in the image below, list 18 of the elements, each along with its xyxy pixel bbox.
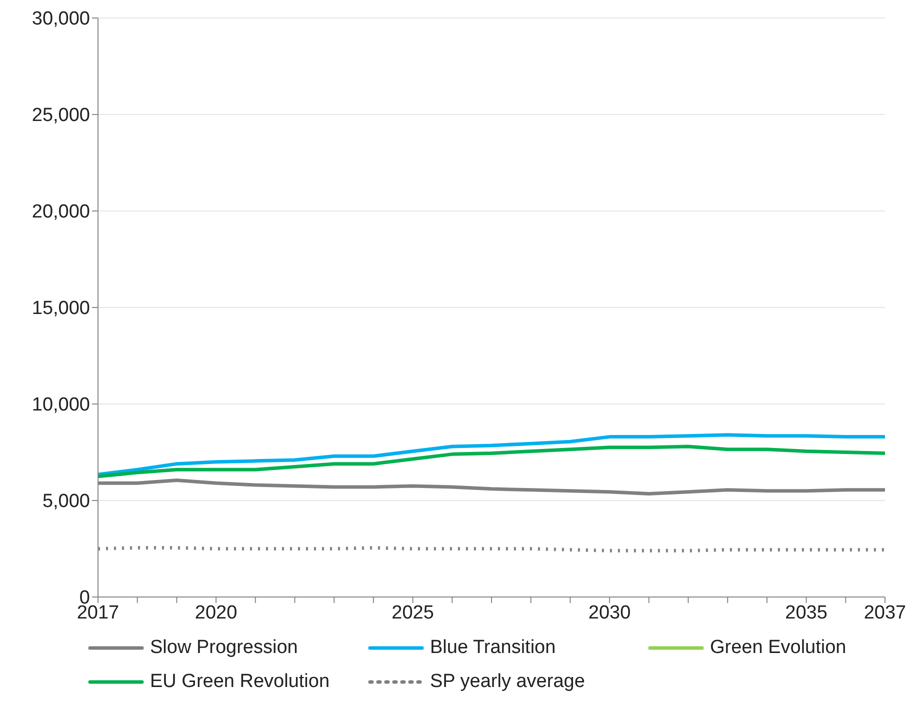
y-tick-label: 5,000: [42, 491, 90, 512]
y-tick-label: 15,000: [32, 298, 90, 320]
y-tick-label: 30,000: [32, 8, 90, 30]
line-series: [96, 433, 887, 476]
legend-label: Green Evolution: [710, 637, 846, 659]
legend-label: EU Green Revolution: [150, 671, 330, 693]
x-tick-label: 2025: [392, 602, 434, 624]
y-tick-label: 20,000: [32, 202, 90, 223]
x-tick-label: 2037: [864, 602, 906, 624]
line-series: [96, 444, 887, 478]
legend-label: SP yearly average: [430, 671, 585, 693]
x-tick-label: 2020: [194, 602, 238, 624]
x-tick-label: 2035: [785, 602, 828, 624]
y-tick-label: 25,000: [32, 105, 90, 126]
legend-label: Slow Progression: [150, 637, 298, 659]
legend-label: Blue Transition: [430, 637, 556, 659]
y-tick-label: 10,000: [32, 394, 90, 416]
x-tick-label: 2030: [588, 602, 631, 624]
